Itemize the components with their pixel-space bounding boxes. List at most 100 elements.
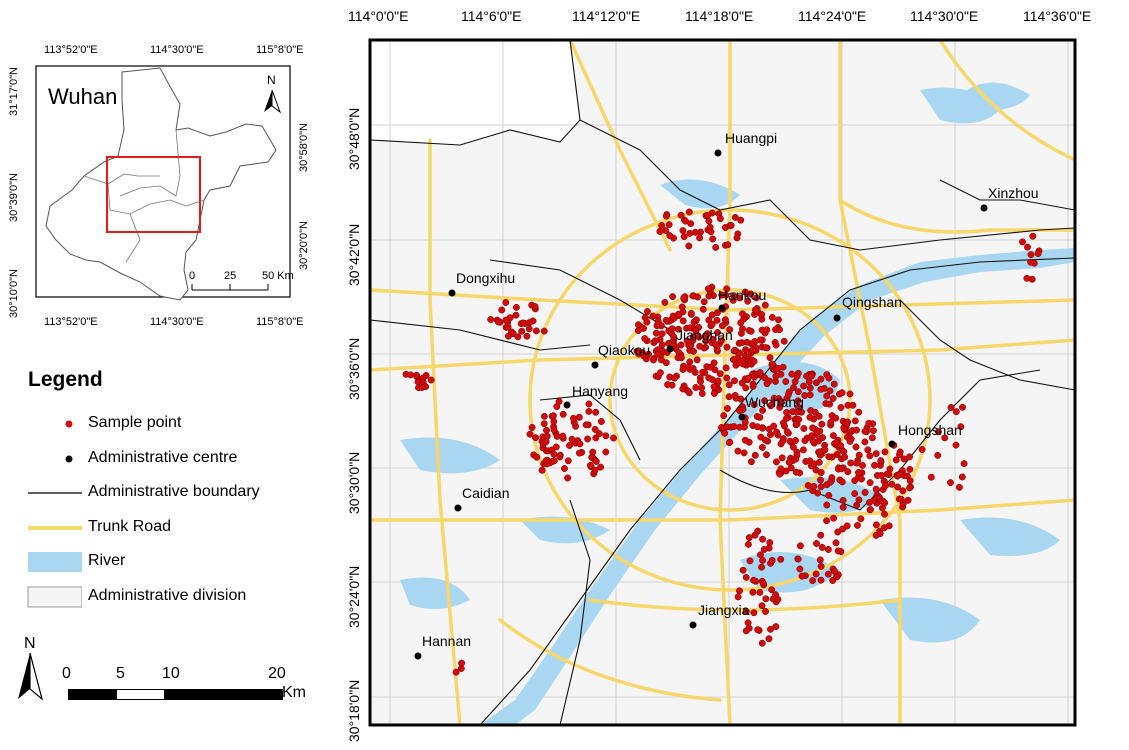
sample-point	[713, 316, 721, 324]
sample-point	[832, 414, 840, 422]
sample-point	[523, 332, 531, 340]
sample-point	[798, 572, 806, 580]
sample-point	[549, 412, 557, 420]
sample-point	[776, 403, 784, 411]
sample-point	[796, 542, 804, 550]
legend-item-label: Administrative centre	[88, 449, 238, 466]
sample-point	[877, 471, 885, 479]
sample-point	[610, 434, 617, 442]
sample-point	[827, 418, 835, 426]
sample-point	[823, 501, 831, 509]
sample-point	[730, 292, 738, 300]
sample-point	[838, 478, 846, 486]
inset-extent-frame	[106, 156, 201, 233]
sample-point	[717, 424, 725, 431]
sample-point	[859, 461, 866, 469]
sample-point	[814, 489, 822, 497]
sample-point	[761, 301, 769, 309]
sample-point	[561, 465, 568, 472]
sample-point	[744, 374, 752, 382]
sample-point	[540, 412, 548, 420]
sample-point	[762, 608, 769, 615]
sample-point	[540, 327, 548, 335]
sample-point	[745, 534, 753, 542]
sample-point	[710, 390, 718, 397]
sample-point	[725, 381, 733, 389]
place-label-hanyang: Hanyang	[572, 383, 629, 399]
place-label-hannan: Hannan	[422, 633, 472, 649]
sample-point	[542, 438, 550, 446]
sample-point	[772, 372, 780, 380]
trunk-road-layer	[370, 40, 1075, 725]
sample-point	[696, 234, 704, 242]
sample-point	[906, 453, 913, 461]
sample-point	[805, 378, 813, 386]
sample-point	[777, 440, 785, 448]
sample-point	[692, 327, 700, 335]
sample-point	[783, 428, 791, 436]
sample-point	[788, 370, 796, 378]
sample-point	[816, 427, 824, 435]
sample-point	[418, 384, 426, 391]
black-dot-icon	[65, 455, 73, 463]
place-label-huangpi: Huangpi	[725, 130, 778, 146]
sample-point	[738, 339, 746, 347]
sample-point	[703, 330, 711, 338]
sample-point	[504, 332, 512, 340]
sample-point	[832, 539, 840, 547]
sample-point	[772, 591, 780, 599]
sample-point	[708, 311, 716, 319]
sample-point	[800, 382, 808, 390]
legend-item-river: River	[26, 550, 326, 574]
sample-point	[543, 456, 550, 464]
sample-point	[714, 377, 722, 385]
sample-point	[737, 216, 745, 224]
sample-point	[866, 479, 874, 487]
sample-point	[918, 446, 926, 453]
sample-point	[670, 333, 678, 341]
sample-point	[822, 400, 830, 408]
sample-point	[838, 465, 845, 473]
x-tick-label: 114°24'0"E	[798, 8, 867, 24]
sample-point	[575, 413, 583, 421]
place-label-hongshan: Hongshan	[898, 422, 962, 438]
sample-point	[723, 405, 731, 412]
sample-point	[704, 212, 712, 219]
sample-point	[699, 368, 707, 376]
sample-point	[722, 364, 730, 372]
legend-item-label: Sample point	[88, 414, 182, 431]
sample-point	[689, 364, 697, 372]
sample-point	[768, 556, 776, 564]
sample-point	[955, 483, 963, 491]
sample-point	[540, 420, 548, 428]
sample-point	[780, 337, 788, 345]
sample-point	[830, 514, 838, 522]
sample-point	[736, 407, 744, 415]
sample-point	[839, 503, 847, 511]
sample-point	[774, 364, 782, 372]
sample-point	[821, 446, 829, 454]
sample-point	[756, 588, 764, 596]
sample-point	[649, 356, 657, 364]
sample-point	[763, 380, 771, 388]
sample-point	[808, 432, 816, 440]
sample-point	[761, 374, 769, 382]
sample-point	[525, 325, 533, 333]
sample-point	[665, 221, 673, 229]
division-patch-icon	[27, 586, 82, 608]
place-label-qingshan: Qingshan	[842, 294, 902, 310]
sample-point	[723, 423, 731, 431]
sample-point	[742, 573, 750, 581]
sample-point	[952, 441, 960, 449]
sample-point	[794, 388, 802, 396]
legend-title: Legend	[28, 368, 103, 391]
sample-point	[830, 380, 838, 388]
sample-point	[896, 451, 903, 459]
x-tick-label: 114°18'0"E	[685, 8, 754, 24]
sample-point	[564, 474, 572, 482]
sample-point	[806, 413, 814, 421]
north-arrow: N	[12, 635, 52, 707]
sample-point	[813, 540, 820, 547]
sample-point	[833, 439, 840, 447]
sample-point	[643, 318, 651, 326]
